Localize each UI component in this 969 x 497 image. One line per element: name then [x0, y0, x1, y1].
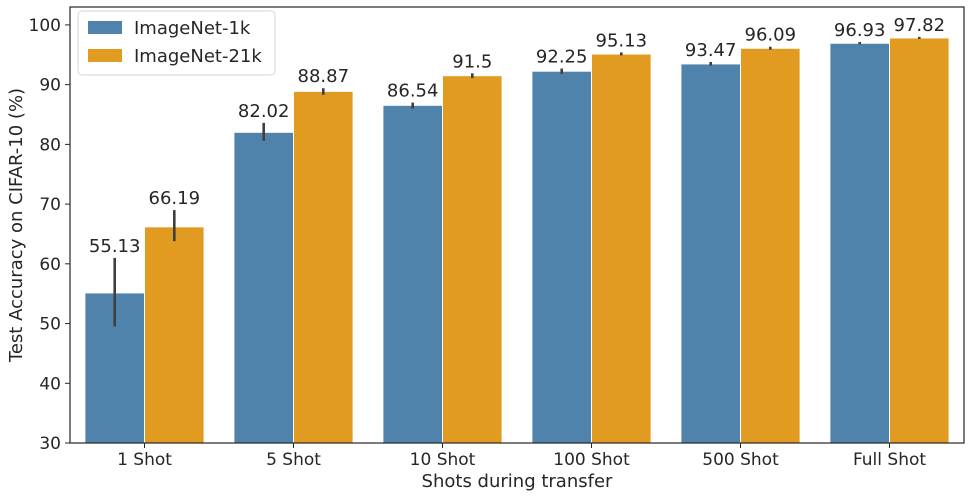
legend-box [77, 10, 276, 76]
y-tick-label: 80 [39, 135, 61, 155]
data-labels-layer: 55.13 66.19 82.02 88.87 86.54 91.5 92.25 95.13 9… [89, 15, 945, 257]
data-label: 96.09 [745, 25, 797, 46]
data-label: 66.19 [149, 188, 201, 209]
y-tick-label: 60 [39, 255, 61, 275]
y-tick-label: 100 [29, 16, 61, 36]
legend-label: ImageNet-1k [134, 18, 251, 39]
data-label: 91.5 [452, 51, 492, 72]
legend-swatch [88, 49, 122, 62]
bar-imagenet-1k-5-shot [233, 131, 294, 444]
x-tick-label: 100 Shot [553, 450, 630, 470]
bar-imagenet-1k-10-shot [382, 104, 443, 444]
data-label: 88.87 [298, 66, 350, 87]
data-label: 97.82 [894, 15, 946, 36]
bar-imagenet-1k-500-shot [680, 63, 742, 444]
bar-imagenet-21k-1-shot [144, 226, 205, 444]
bar-imagenet-21k-10-shot [442, 75, 503, 444]
x-tick-label: Full Shot [853, 450, 926, 470]
bar-imagenet-1k-full-shot [829, 42, 891, 444]
bar-imagenet-21k-full-shot [889, 37, 950, 444]
data-label: 82.02 [238, 101, 290, 122]
bar-imagenet-21k-100-shot [591, 53, 652, 444]
x-tick-label: 500 Shot [702, 450, 779, 470]
legend-swatch [88, 21, 122, 34]
bars-layer [84, 37, 950, 444]
data-label: 93.47 [685, 40, 737, 61]
y-axis-ticks: 30 40 50 60 70 80 90 100 [29, 16, 70, 454]
y-tick-label: 50 [39, 315, 61, 335]
bar-imagenet-21k-5-shot [293, 90, 354, 444]
x-axis-ticks: 1 Shot 5 Shot 10 Shot 100 Shot 500 Shot Full … [117, 443, 926, 470]
y-tick-label: 30 [39, 434, 61, 454]
data-label: 95.13 [596, 30, 648, 51]
y-tick-label: 40 [39, 374, 61, 394]
data-label: 92.25 [536, 47, 588, 68]
data-label: 96.93 [834, 20, 886, 41]
y-tick-label: 90 [39, 76, 61, 96]
error-bars-layer [113, 36, 921, 327]
legend-label: ImageNet-21k [134, 46, 262, 67]
bar-imagenet-1k-100-shot [531, 70, 593, 444]
x-tick-label: 1 Shot [117, 450, 172, 470]
data-label: 55.13 [89, 236, 141, 257]
x-tick-label: 10 Shot [410, 450, 476, 470]
plot-frame [69, 6, 965, 444]
x-axis-label: Shots during transfer [422, 471, 613, 492]
y-tick-label: 70 [39, 195, 61, 215]
x-tick-label: 5 Shot [266, 450, 321, 470]
y-axis-label: Test Accuracy on CIFAR-10 (%) [6, 88, 27, 363]
data-label: 86.54 [387, 81, 439, 102]
legend: ImageNet-1k ImageNet-21k [77, 10, 276, 76]
bar-imagenet-21k-500-shot [740, 47, 801, 444]
